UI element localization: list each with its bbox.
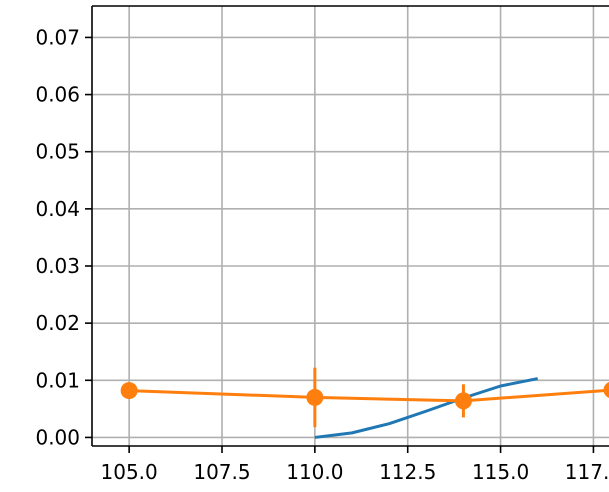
y-tick-label: 0.04	[35, 197, 80, 221]
series-0	[314, 377, 539, 439]
y-tick-label: 0.02	[35, 311, 80, 335]
y-tick-label: 0.01	[35, 368, 80, 392]
x-tick-label: 115.0	[472, 460, 529, 484]
series-layer	[120, 367, 609, 439]
data-point	[306, 388, 324, 406]
series-1	[120, 367, 609, 428]
data-point	[454, 392, 472, 410]
data-point	[603, 382, 609, 398]
x-tick-label: 105.0	[101, 460, 158, 484]
x-tick-label: 107.5	[193, 460, 250, 484]
x-tick-label: 110.0	[286, 460, 343, 484]
y-tick-label: 0.06	[35, 83, 80, 107]
y-tick-label: 0.07	[35, 25, 80, 49]
series-1-line	[129, 388, 609, 403]
ticks: 105.0 107.5 110.0 112.5 115.0 117.5 0.00 0.01 0.…	[35, 25, 609, 484]
y-tick-label: 0.05	[35, 140, 80, 164]
x-tick-label: 117.5	[565, 460, 609, 484]
axes	[91, 5, 609, 447]
x-tick-label: 112.5	[379, 460, 436, 484]
data-point	[120, 382, 138, 400]
y-tick-label: 0.03	[35, 254, 80, 278]
series-0-line	[314, 377, 539, 439]
y-tick-label: 0.00	[35, 425, 80, 449]
grid	[92, 6, 609, 446]
